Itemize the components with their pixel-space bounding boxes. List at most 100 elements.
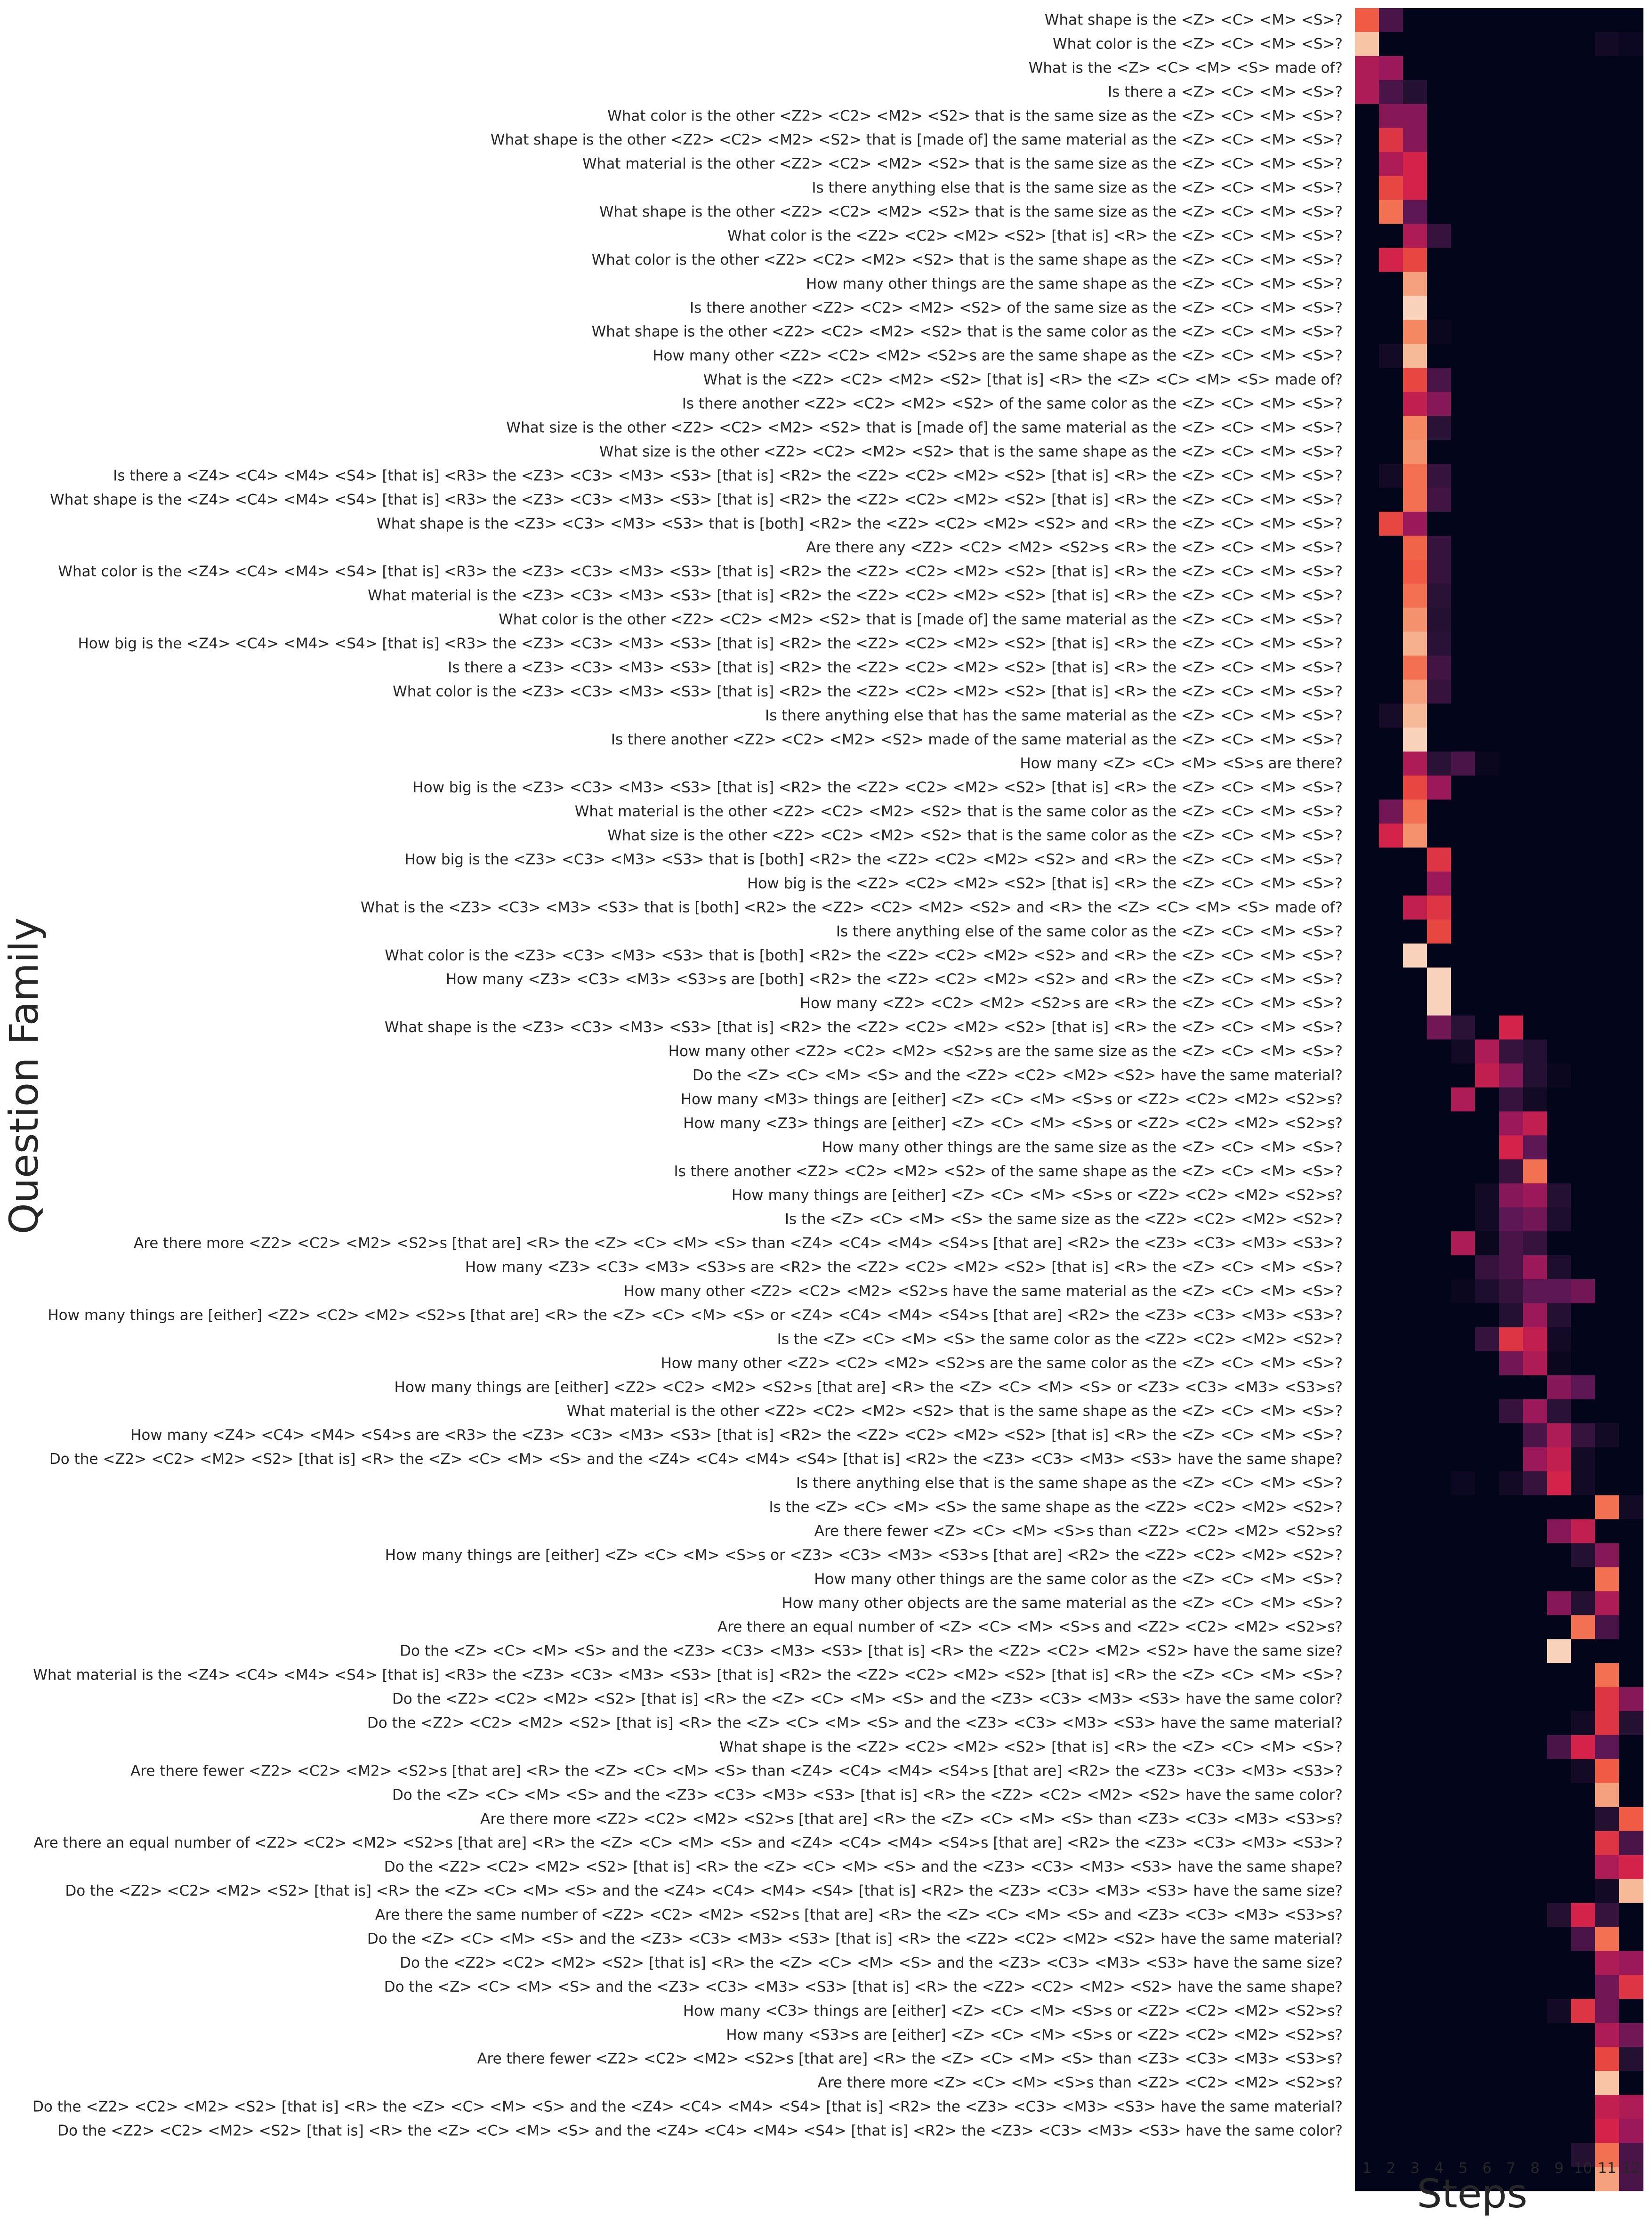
heatmap-cell	[1547, 703, 1571, 728]
heatmap-cell	[1451, 655, 1475, 680]
heatmap-cell	[1595, 800, 1620, 824]
heatmap-cell	[1547, 1231, 1571, 1256]
heatmap-cell	[1379, 1591, 1403, 1615]
y-tick-label: What color is the other <Z2> <C2> <M2> <…	[592, 251, 1343, 268]
heatmap-cell	[1403, 559, 1427, 584]
y-tick-label: Is there another <Z2> <C2> <M2> <S2> mad…	[611, 731, 1343, 748]
heatmap-cell	[1523, 32, 1547, 57]
heatmap-cell	[1451, 1759, 1475, 1784]
heatmap-cell	[1595, 320, 1620, 344]
heatmap-cell	[1523, 1567, 1547, 1591]
heatmap-cell	[1379, 1783, 1403, 1808]
heatmap-cell	[1547, 967, 1571, 992]
heatmap-cell	[1499, 2143, 1523, 2167]
heatmap-cell	[1379, 368, 1403, 392]
heatmap-cell	[1547, 631, 1571, 656]
heatmap-cell	[1379, 631, 1403, 656]
heatmap-cell	[1499, 1711, 1523, 1736]
y-tick-label: How many things are [either] <Z> <C> <M>…	[732, 1187, 1343, 1204]
heatmap-cell	[1475, 1567, 1499, 1591]
heatmap-cell	[1547, 1999, 1571, 2023]
heatmap-cell	[1427, 991, 1451, 1016]
heatmap-cell	[1499, 1423, 1523, 1448]
heatmap-cell	[1595, 655, 1620, 680]
heatmap-cell	[1619, 152, 1644, 177]
heatmap-cell	[1595, 368, 1620, 392]
heatmap-cell	[1427, 1111, 1451, 1136]
heatmap-cell	[1475, 1735, 1499, 1760]
heatmap-cell	[1427, 1951, 1451, 1975]
heatmap-cell	[1547, 152, 1571, 177]
heatmap-cell	[1403, 991, 1427, 1016]
heatmap-cell	[1547, 1567, 1571, 1591]
heatmap-cell	[1571, 1423, 1596, 1448]
y-tick-label: Are there the same number of <Z2> <C2> <…	[375, 1906, 1343, 1923]
heatmap-cell	[1451, 1231, 1475, 1256]
y-tick-label: Do the <Z2> <C2> <M2> <S2> [that is] <R>…	[32, 2099, 1343, 2116]
y-tick-label: What is the <Z> <C> <M> <S> made of?	[1029, 59, 1343, 76]
heatmap-cell	[1379, 655, 1403, 680]
heatmap-cell	[1403, 1063, 1427, 1088]
heatmap-cell	[1547, 80, 1571, 105]
heatmap-cell	[1523, 1519, 1547, 1543]
heatmap-cell	[1547, 1135, 1571, 1160]
heatmap-cell	[1547, 1039, 1571, 1064]
heatmap-cell	[1619, 1471, 1644, 1496]
heatmap-cell	[1547, 200, 1571, 225]
heatmap-cell	[1427, 1303, 1451, 1328]
heatmap-cell	[1355, 104, 1379, 129]
heatmap-cell	[1523, 1903, 1547, 1928]
heatmap-cell	[1571, 1879, 1596, 1904]
heatmap-cell	[1379, 80, 1403, 105]
heatmap-cell	[1619, 248, 1644, 272]
heatmap-cell	[1355, 1591, 1379, 1615]
heatmap-cell	[1475, 2166, 1499, 2191]
heatmap-cell	[1499, 439, 1523, 464]
heatmap-cell	[1379, 751, 1403, 776]
heatmap-cell	[1379, 1903, 1403, 1928]
heatmap-cells	[1355, 8, 1644, 2191]
heatmap-cell	[1379, 463, 1403, 488]
heatmap-cell	[1595, 1279, 1620, 1304]
heatmap-cell	[1595, 1807, 1620, 1832]
heatmap-cell	[1451, 848, 1475, 872]
heatmap-cell	[1475, 583, 1499, 608]
heatmap-cell	[1547, 1951, 1571, 1975]
heatmap-cell	[1427, 1711, 1451, 1736]
heatmap-cell	[1499, 2095, 1523, 2119]
heatmap-cell	[1499, 511, 1523, 536]
heatmap-cell	[1451, 487, 1475, 512]
heatmap-cell	[1403, 344, 1427, 368]
heatmap-cell	[1571, 2119, 1596, 2143]
heatmap-cell	[1571, 943, 1596, 968]
heatmap-cell	[1571, 1519, 1596, 1543]
heatmap-cell	[1619, 583, 1644, 608]
heatmap-cell	[1571, 1183, 1596, 1208]
heatmap-cell	[1547, 320, 1571, 344]
heatmap-cell	[1571, 1663, 1596, 1688]
heatmap-cell	[1403, 703, 1427, 728]
heatmap-cell	[1523, 1327, 1547, 1352]
heatmap-cell	[1499, 559, 1523, 584]
heatmap-cell	[1451, 1975, 1475, 1999]
heatmap-cell	[1475, 727, 1499, 752]
heatmap-cell	[1379, 1999, 1403, 2023]
heatmap-cell	[1355, 344, 1379, 368]
heatmap-cell	[1379, 1495, 1403, 1520]
heatmap-cell	[1523, 1687, 1547, 1712]
heatmap-cell	[1595, 1687, 1620, 1712]
heatmap-cell	[1475, 1927, 1499, 1952]
heatmap-cell	[1619, 487, 1644, 512]
heatmap-cell	[1595, 248, 1620, 272]
heatmap-cell	[1547, 1759, 1571, 1784]
heatmap-cell	[1499, 1063, 1523, 1088]
heatmap-cell	[1355, 2095, 1379, 2119]
heatmap-cell	[1355, 1471, 1379, 1496]
heatmap-cell	[1403, 128, 1427, 153]
heatmap-cell	[1595, 344, 1620, 368]
heatmap-cell	[1451, 1687, 1475, 1712]
heatmap-cell	[1379, 1879, 1403, 1904]
heatmap-cell	[1547, 463, 1571, 488]
heatmap-cell	[1571, 1975, 1596, 1999]
heatmap-cell	[1523, 871, 1547, 896]
